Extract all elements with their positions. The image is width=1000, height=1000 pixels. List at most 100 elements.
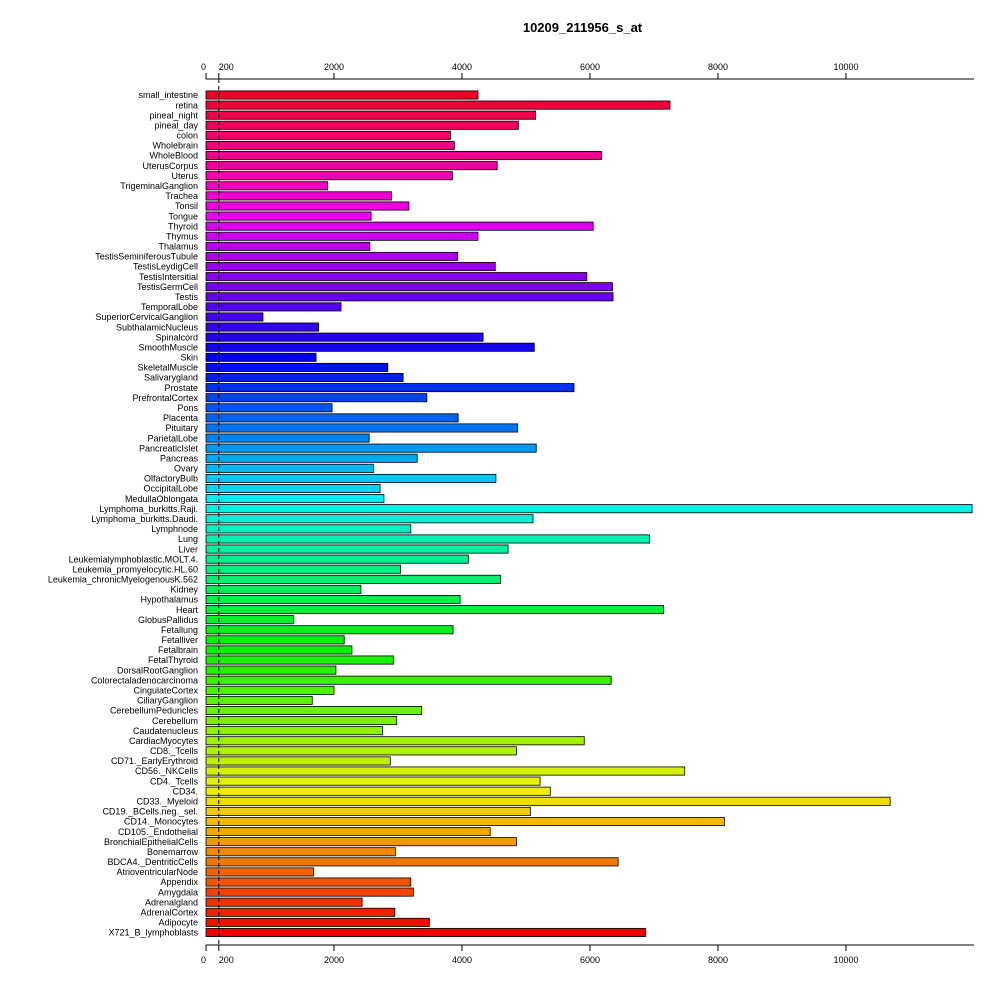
- category-label: Pancreas: [160, 453, 199, 463]
- category-label: CD19._BCells.neg._sel.: [102, 807, 198, 817]
- bar: [205, 262, 496, 272]
- category-label: SkeletalMuscle: [137, 363, 198, 373]
- category-label: Adipocyte: [158, 918, 198, 928]
- bar: [205, 201, 410, 211]
- tick-label: 4000: [452, 955, 472, 965]
- category-label: CD105._Endothelial: [118, 827, 198, 837]
- category-label: Salivarygland: [144, 373, 198, 383]
- bar: [205, 241, 371, 251]
- category-label: FetalThyroid: [148, 655, 198, 665]
- bar: [205, 292, 614, 302]
- bar: [205, 100, 671, 110]
- bar: [205, 756, 391, 766]
- category-label: TrigeminalGanglion: [120, 181, 198, 191]
- category-label: Tonsil: [175, 201, 198, 211]
- category-label: Pituitary: [165, 423, 198, 433]
- tick-label: 4000: [452, 62, 472, 72]
- bar: [205, 584, 362, 594]
- bar: [205, 423, 519, 433]
- bar: [205, 494, 385, 504]
- bar: [205, 322, 320, 332]
- category-label: Caudatenucleus: [133, 726, 199, 736]
- bar: [205, 484, 381, 494]
- bar: [205, 544, 509, 554]
- bar: [205, 312, 264, 322]
- category-label: OccipitalLobe: [143, 484, 198, 494]
- category-label: Leukemia_promyelocytic.HL.60: [72, 564, 198, 574]
- bar: [205, 191, 393, 201]
- category-label: Thyroid: [168, 221, 198, 231]
- category-label: Liver: [178, 544, 198, 554]
- category-label: CD71._EarlyErythroid: [111, 756, 198, 766]
- bar: [205, 171, 453, 181]
- tick-label: 2000: [324, 955, 344, 965]
- bar: [205, 282, 613, 292]
- bar: [205, 181, 328, 191]
- category-label: AdrenalCortex: [140, 907, 198, 917]
- category-label: CD56._NKCells: [135, 766, 199, 776]
- bar: [205, 251, 458, 261]
- bar: [205, 897, 363, 907]
- bar: [205, 675, 612, 685]
- category-label: Cerebellum: [152, 716, 198, 726]
- bar: [205, 393, 428, 403]
- bar: [205, 806, 531, 816]
- bar: [205, 605, 665, 615]
- bar: [205, 927, 647, 937]
- bar: [205, 554, 469, 564]
- category-label: Amygdala: [158, 887, 198, 897]
- category-label: Wholebrain: [152, 141, 198, 151]
- category-label: Thymus: [166, 231, 199, 241]
- x-axis-top: 0 200 2000 4000 6000 8000 10000: [201, 62, 974, 80]
- bar: [205, 383, 575, 393]
- category-label: BDCA4._DentriticCells: [107, 857, 198, 867]
- bar: [205, 574, 501, 584]
- bar: [205, 625, 454, 635]
- bar: [205, 302, 342, 312]
- bar: [205, 514, 534, 524]
- bar: [205, 877, 412, 887]
- bar: [205, 443, 537, 453]
- category-label: CerebellumPeduncles: [110, 706, 199, 716]
- category-label: pineal_night: [149, 110, 198, 120]
- category-label: Leukemia_chronicMyelogenousK.562: [48, 575, 198, 585]
- bar: [205, 766, 686, 776]
- category-label: TestisIntersitial: [139, 272, 198, 282]
- bar: [205, 453, 418, 463]
- bar: [205, 917, 430, 927]
- bar: [205, 786, 551, 796]
- bar: [205, 695, 313, 705]
- bar: [205, 705, 423, 715]
- tick-label: 8000: [708, 62, 728, 72]
- bar: [205, 342, 535, 352]
- bar: [205, 907, 396, 917]
- tick-label: 10000: [833, 955, 858, 965]
- category-label: MedullaOblongata: [125, 494, 198, 504]
- bar: [205, 140, 455, 150]
- category-label: Fetalbrain: [158, 645, 198, 655]
- bar: [205, 847, 396, 857]
- tick-label: 2000: [324, 62, 344, 72]
- bar: [205, 827, 491, 837]
- bar: [205, 504, 973, 514]
- bar: [205, 595, 461, 605]
- category-label: Adrenalgland: [145, 897, 198, 907]
- category-label: CiliaryGanglion: [137, 696, 198, 706]
- category-label: ParietalLobe: [147, 433, 198, 443]
- bar: [205, 655, 394, 665]
- bar: [205, 352, 317, 362]
- bar: [205, 120, 519, 130]
- bar: [205, 463, 375, 473]
- bar: [205, 635, 345, 645]
- category-label: X721_B_lymphoblasts: [108, 928, 198, 938]
- bar: [205, 685, 335, 695]
- category-label: AtrioventricularNode: [116, 867, 198, 877]
- category-label: BronchialEpithelialCells: [104, 837, 199, 847]
- tick-label: 10000: [833, 62, 858, 72]
- tick-label: 200: [219, 62, 234, 72]
- bar: [205, 403, 333, 413]
- category-label: Trachea: [165, 191, 198, 201]
- bar: [205, 776, 541, 786]
- bar: [205, 887, 414, 897]
- bar: [205, 867, 314, 877]
